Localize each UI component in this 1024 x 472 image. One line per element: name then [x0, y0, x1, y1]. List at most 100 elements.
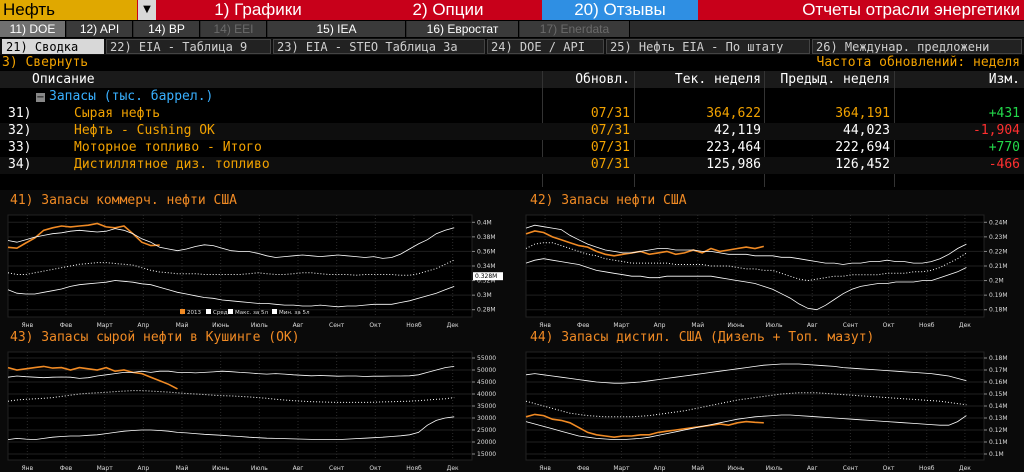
series-line [525, 230, 764, 257]
x-tick-label: Нояб [406, 322, 422, 329]
row-previous: 222,694 [835, 140, 890, 155]
subtab-doe-api[interactable]: 24) DOE / API [487, 39, 604, 54]
tab-enerdata[interactable]: 17) Enerdata [520, 21, 630, 37]
tab-iea[interactable]: 15) IEA [268, 21, 406, 37]
row-number: 31) [8, 106, 32, 121]
tab-doe[interactable]: 11) DOE [0, 21, 66, 37]
group-label: Запасы (тыс. баррел.) [49, 89, 214, 104]
x-tick-label: Июнь [212, 322, 229, 329]
x-tick-label: Сент [843, 322, 859, 329]
x-tick-label: Июнь [727, 465, 744, 472]
table-row[interactable]: 34) Дистиллятное диз. топливо 07/31 125,… [0, 157, 1024, 174]
x-tick-label: Нояб [919, 465, 935, 472]
y-tick-label: 40000 [477, 391, 496, 398]
tab-api[interactable]: 12) API [67, 21, 133, 37]
series-line [7, 222, 160, 250]
y-tick-label: 0.19M [989, 292, 1008, 299]
table-header [0, 71, 1024, 88]
row-name: Нефть - Cushing OK [74, 123, 215, 138]
subtab-intl-supply[interactable]: 26) Междунар. предложени [812, 39, 1022, 54]
row-previous: 126,452 [835, 157, 890, 172]
x-tick-label: Май [691, 322, 704, 329]
security-dropdown-button[interactable]: ▼ [138, 0, 156, 20]
x-tick-label: Дек [447, 322, 459, 329]
y-tick-label: 0.14M [989, 403, 1008, 410]
row-change: +431 [988, 106, 1020, 121]
y-tick-label: 0.13M [989, 415, 1008, 422]
x-tick-label: Сент [329, 322, 345, 329]
menu-options[interactable]: 2) Опции [412, 0, 484, 19]
y-tick-label: 0.1M [989, 451, 1004, 458]
series-line [7, 227, 455, 259]
menu-feedback[interactable]: 20) Отзывы [542, 0, 698, 20]
x-tick-label: Авг [807, 465, 818, 472]
x-tick-label: Дек [959, 322, 971, 329]
legend-swatch [180, 309, 185, 314]
collapse-group-icon[interactable]: − [36, 92, 45, 103]
x-tick-label: Июль [251, 322, 268, 329]
chart-title: 44) Запасы дистил. США (Дизель + Топ. ма… [530, 330, 875, 345]
x-tick-label: Дек [959, 465, 971, 472]
y-tick-label: 20000 [477, 439, 496, 446]
x-tick-label: Окт [369, 322, 381, 329]
chart-cushing[interactable]: Янв Фев Март Апр Май Июнь Июль Авг Сент Окт Нояб Де… [0, 346, 512, 472]
y-tick-label: 55000 [477, 355, 496, 362]
series-line [525, 224, 967, 265]
y-tick-label: 0.4M [477, 219, 492, 226]
value-marker [473, 272, 503, 281]
subtab-eia-table9[interactable]: 22) EIA - Таблица 9 [106, 39, 271, 54]
x-tick-label: Дек [447, 465, 459, 472]
tab-eei[interactable]: 14) EEI [201, 21, 267, 37]
menu-graphs[interactable]: 1) Графики [214, 0, 302, 19]
y-tick-label: 0.34M [477, 263, 496, 270]
x-tick-label: Окт [369, 465, 381, 472]
chart-commercial-crude[interactable]: Янв Фев Март Апр Май Июнь Июль Авг Сент Окт Нояб Де… [0, 209, 512, 329]
x-tick-label: Май [176, 465, 189, 472]
x-tick-label: Апр [654, 322, 666, 329]
y-tick-label: 25000 [477, 427, 496, 434]
y-tick-label: 0.36M [477, 248, 496, 255]
x-tick-label: Июль [251, 465, 268, 472]
tab-bp[interactable]: 14) BP [134, 21, 200, 37]
x-tick-label: Март [97, 465, 114, 472]
x-tick-label: Фев [60, 322, 73, 329]
chart-gasoline[interactable]: Янв Фев Март Апр Май Июнь Июль Авг Сент Окт Нояб Де… [518, 209, 1024, 329]
y-tick-label: 0.32M [477, 278, 496, 285]
y-tick-label: 50000 [477, 367, 496, 374]
table-row[interactable]: 33) Моторное топливо - Итого 07/31 223,4… [0, 140, 1024, 157]
table-row[interactable]: 32) Нефть - Cushing OK 07/31 42,119 44,0… [0, 123, 1024, 140]
y-tick-label: 0.2M [989, 278, 1004, 285]
security-input[interactable]: Нефть [0, 0, 137, 20]
x-tick-label: Март [613, 465, 630, 472]
collapse-button[interactable]: 3) Свернуть [2, 55, 89, 70]
y-tick-label: 35000 [477, 403, 496, 410]
subtab-summary[interactable]: 21) Сводка [2, 39, 104, 54]
y-tick-label: 0.23M [989, 234, 1008, 241]
tab-eurostat[interactable]: 16) Евростат [407, 21, 519, 37]
x-tick-label: Апр [137, 465, 149, 472]
update-frequency[interactable]: Частота обновлений: неделя [816, 55, 1021, 70]
x-tick-label: Июль [766, 322, 783, 329]
legend-label: Сред [213, 310, 228, 316]
x-tick-label: Фев [577, 465, 590, 472]
x-tick-label: Янв [22, 465, 34, 472]
legend-label: Мин. за 5л [279, 310, 310, 316]
col-change: Изм. [988, 72, 1020, 87]
x-tick-label: Сент [329, 465, 345, 472]
subtab-eia-steo[interactable]: 23) EIA - STEO Таблица 3а [273, 39, 485, 54]
y-tick-label: 0.12M [989, 427, 1008, 434]
row-name: Дистиллятное диз. топливо [74, 157, 270, 172]
x-tick-label: Авг [293, 322, 304, 329]
x-tick-label: Сент [843, 465, 859, 472]
x-tick-label: Нояб [406, 465, 422, 472]
chart-distillate[interactable]: Янв Фев Март Апр Май Июнь Июль Авг Сент Окт Нояб Де… [518, 346, 1024, 472]
y-tick-label: 0.24M [989, 219, 1008, 226]
subtab-eia-by-state[interactable]: 25) Нефть EIA - По штату [606, 39, 810, 54]
x-tick-label: Апр [654, 465, 666, 472]
table-row[interactable]: 31) Сырая нефть 07/31 364,622 364,191 +4… [0, 106, 1024, 123]
y-tick-label: 15000 [477, 451, 496, 458]
value-marker-label: 0.328M [475, 273, 497, 280]
row-current: 364,622 [706, 106, 761, 121]
chart-title: 43) Запасы сырой нефти в Кушинге (OK) [10, 330, 300, 345]
x-tick-label: Янв [539, 465, 551, 472]
